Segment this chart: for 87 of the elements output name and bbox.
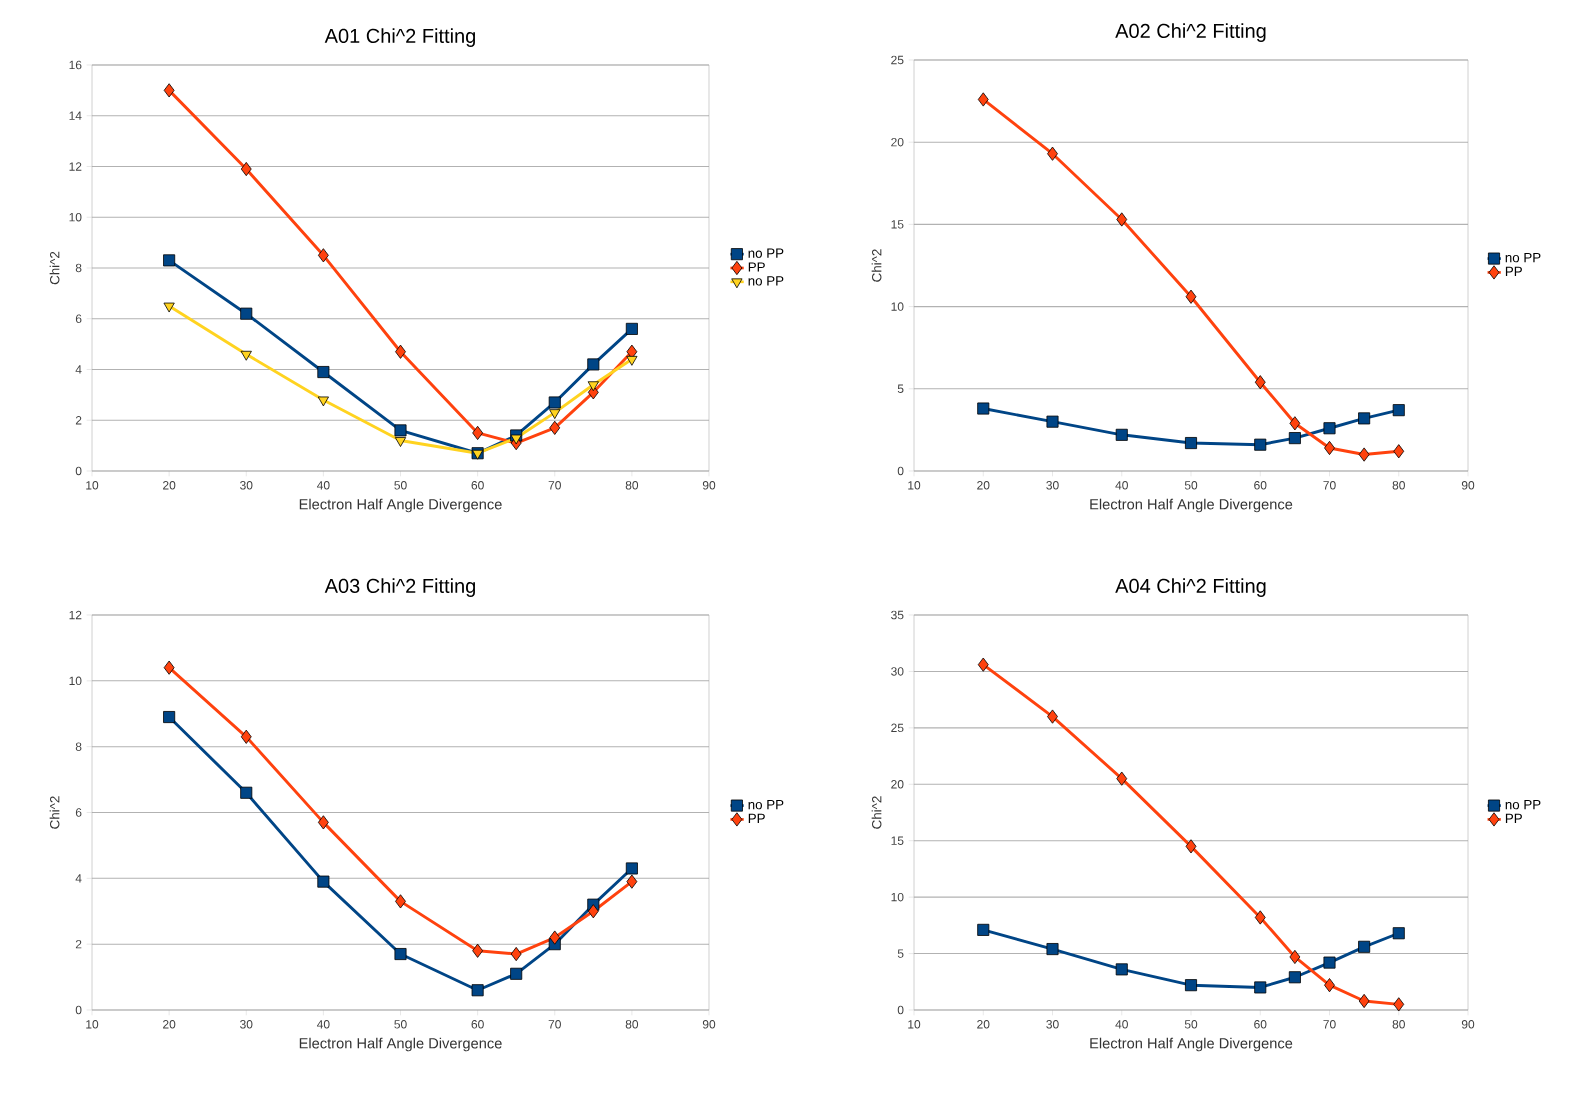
y-tick-label: 10 bbox=[69, 676, 82, 686]
x-tick-label: 10 bbox=[908, 481, 921, 490]
x-axis-title: Electron Half Angle Divergence bbox=[1090, 1037, 1293, 1052]
x-tick-label: 60 bbox=[471, 1020, 484, 1029]
y-tick-label: 25 bbox=[891, 723, 904, 733]
y-tick-label: 12 bbox=[69, 610, 82, 620]
legend-label: no PP bbox=[748, 799, 784, 810]
x-tick-label: 80 bbox=[625, 481, 639, 490]
legend-label: PP bbox=[748, 813, 765, 823]
x-tick-label: 60 bbox=[471, 481, 484, 490]
y-axis-title: Chi^2 bbox=[871, 249, 882, 282]
y-tick-label: 10 bbox=[891, 892, 904, 902]
y-tick-label: 12 bbox=[69, 162, 82, 171]
x-tick-label: 40 bbox=[1115, 481, 1128, 490]
x-tick-label: 40 bbox=[1115, 1020, 1128, 1029]
y-tick-label: 30 bbox=[891, 667, 904, 676]
x-tick-label: 70 bbox=[1323, 1020, 1336, 1029]
x-tick-label: 90 bbox=[702, 1020, 716, 1029]
y-tick-label: 10 bbox=[891, 302, 904, 311]
y-tick-label: 15 bbox=[891, 220, 904, 229]
y-tick-label: 6 bbox=[75, 314, 82, 323]
x-axis-title: Electron Half Angle Divergence bbox=[1090, 498, 1293, 513]
x-tick-label: 20 bbox=[977, 481, 990, 490]
x-tick-label: 30 bbox=[240, 1020, 253, 1029]
x-axis-title: Electron Half Angle Divergence bbox=[299, 498, 502, 513]
y-tick-label: 20 bbox=[891, 780, 904, 789]
y-tick-label: 5 bbox=[897, 384, 904, 393]
x-tick-label: 10 bbox=[86, 1020, 99, 1029]
y-tick-label: 5 bbox=[897, 949, 904, 958]
y-tick-label: 14 bbox=[69, 111, 82, 120]
x-tick-label: 50 bbox=[1184, 481, 1198, 490]
x-tick-label: 20 bbox=[163, 481, 176, 490]
x-tick-label: 40 bbox=[316, 1020, 330, 1029]
x-tick-label: 30 bbox=[240, 481, 253, 490]
y-tick-label: 4 bbox=[75, 874, 82, 883]
chart-title: A04 Chi^2 Fitting bbox=[1115, 578, 1266, 597]
x-tick-label: 20 bbox=[163, 1020, 176, 1029]
x-tick-label: 60 bbox=[1254, 1020, 1267, 1029]
x-axis-title: Electron Half Angle Divergence bbox=[299, 1037, 502, 1052]
legend-label: no PP bbox=[1505, 252, 1541, 263]
x-tick-label: 20 bbox=[977, 1020, 990, 1029]
x-tick-label: 90 bbox=[1461, 481, 1475, 490]
y-tick-label: 2 bbox=[75, 939, 82, 949]
x-tick-label: 70 bbox=[548, 1020, 561, 1029]
legend-label: PP bbox=[748, 262, 765, 272]
y-tick-label: 16 bbox=[69, 60, 82, 70]
y-tick-label: 8 bbox=[75, 742, 82, 751]
y-tick-label: 0 bbox=[75, 1005, 82, 1015]
x-tick-label: 80 bbox=[625, 1020, 639, 1029]
y-tick-label: 25 bbox=[891, 55, 904, 65]
legend-label: PP bbox=[1505, 266, 1522, 276]
y-tick-label: 4 bbox=[75, 365, 82, 374]
chart-title: A03 Chi^2 Fitting bbox=[324, 578, 476, 597]
x-tick-label: 90 bbox=[1461, 1020, 1475, 1029]
x-tick-label: 70 bbox=[548, 481, 561, 490]
legend-label: PP bbox=[1505, 813, 1522, 824]
y-axis-title: Chi^2 bbox=[871, 796, 882, 829]
legend-label: no PP bbox=[1505, 799, 1541, 810]
y-tick-label: 10 bbox=[69, 212, 82, 222]
y-tick-label: 20 bbox=[891, 137, 904, 147]
y-tick-label: 0 bbox=[897, 466, 904, 476]
y-tick-label: 0 bbox=[75, 466, 82, 476]
chart-title: A01 Chi^2 Fitting bbox=[324, 28, 476, 47]
x-tick-label: 10 bbox=[86, 481, 99, 490]
y-axis-title: Chi^2 bbox=[49, 796, 60, 829]
x-tick-label: 80 bbox=[1392, 481, 1405, 490]
x-tick-label: 50 bbox=[1184, 1020, 1198, 1029]
x-tick-label: 60 bbox=[1254, 481, 1267, 490]
y-tick-label: 15 bbox=[891, 836, 904, 845]
y-tick-label: 8 bbox=[75, 263, 82, 273]
y-axis-title: Chi^2 bbox=[49, 251, 60, 285]
y-tick-label: 35 bbox=[891, 610, 904, 620]
y-tick-label: 6 bbox=[75, 808, 82, 817]
y-tick-label: 0 bbox=[897, 1005, 904, 1015]
x-tick-label: 30 bbox=[1046, 481, 1059, 490]
y-tick-label: 2 bbox=[75, 416, 82, 425]
x-tick-label: 70 bbox=[1323, 481, 1336, 490]
x-tick-label: 10 bbox=[908, 1020, 921, 1029]
chart-title: A02 Chi^2 Fitting bbox=[1115, 23, 1266, 42]
x-tick-label: 30 bbox=[1046, 1020, 1059, 1029]
legend-label: no PP bbox=[748, 276, 784, 286]
x-tick-label: 40 bbox=[316, 481, 330, 490]
legend-label: no PP bbox=[748, 248, 784, 258]
x-tick-label: 50 bbox=[394, 1020, 407, 1029]
x-tick-label: 50 bbox=[394, 481, 407, 490]
x-tick-label: 90 bbox=[702, 481, 716, 490]
x-tick-label: 80 bbox=[1392, 1020, 1405, 1029]
